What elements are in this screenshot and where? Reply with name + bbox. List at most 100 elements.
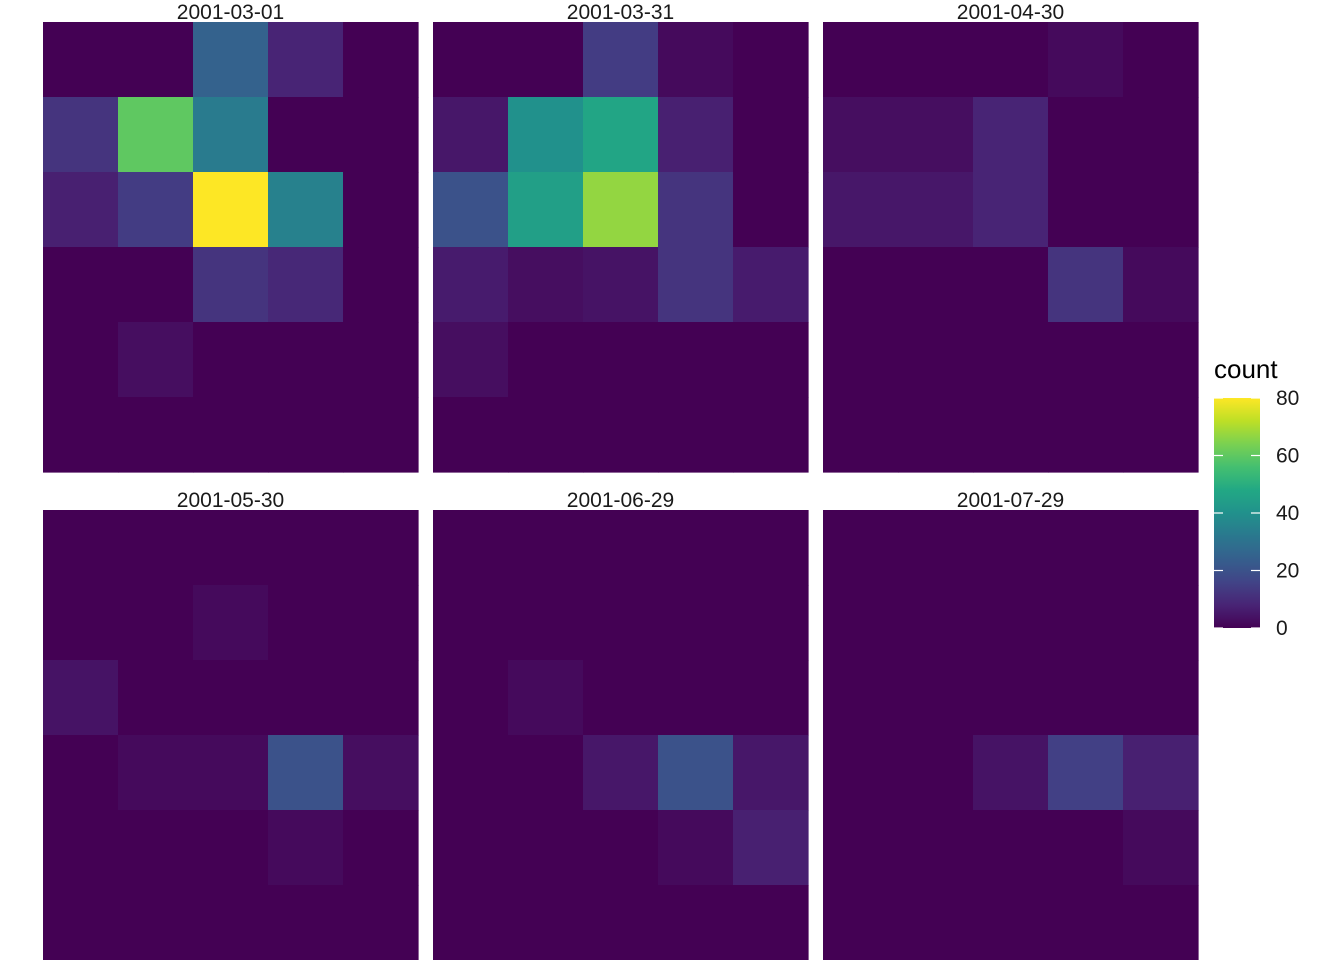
heatmap-cell [583,97,659,173]
heatmap-cell [343,510,419,586]
heatmap-cell [1123,885,1199,960]
heatmap-cell [898,810,974,886]
heatmap-cell [1123,735,1199,811]
heatmap-cell [343,885,419,960]
heatmap-cell [1123,247,1199,323]
heatmap-cell [898,247,974,323]
heatmap-cell [658,585,734,661]
heatmap-cell [898,22,974,98]
heatmap-cell [508,735,584,811]
heatmap-cell [43,735,119,811]
heatmap-cell [898,585,974,661]
heatmap-cell [508,322,584,398]
heatmap-cell [343,247,419,323]
heatmap-cell [118,247,194,323]
heatmap-cell [583,810,659,886]
heatmap-cell [268,22,344,98]
heatmap-cell [583,510,659,586]
heatmap-cell [43,172,119,248]
heatmap-cell [118,735,194,811]
heatmap-cell [1123,810,1199,886]
heatmap-cell [658,97,734,173]
heatmap-cell [433,247,509,323]
heatmap-cell [823,172,899,248]
heatmap-cell [823,660,899,736]
heatmap-cell [583,247,659,323]
heatmap-cell [43,97,119,173]
facet-strip-label: 2001-04-30 [957,1,1064,24]
heatmap-cell [433,585,509,661]
heatmap-cell [1048,97,1124,173]
heatmap-cell [43,660,119,736]
heatmap-cell [583,22,659,98]
heatmap-cell [433,885,509,960]
heatmap-cell [193,397,269,473]
facet-panels: 2001-03-01 2001-03-31 2001-04-30 2001-05-30… [43,1,1199,960]
heatmap-cell [898,397,974,473]
heatmap-cell [973,397,1049,473]
heatmap-cell [733,510,809,586]
heatmap-cell [658,22,734,98]
heatmap-cell [508,660,584,736]
heatmap-cell [823,397,899,473]
heatmap-cell [1123,97,1199,173]
heatmap-cell [1048,247,1124,323]
legend-tick-label: 60 [1276,445,1299,468]
legend-tick-label: 0 [1276,617,1288,640]
heatmap-cell [973,660,1049,736]
heatmap-cell [733,397,809,473]
heatmap-cell [433,735,509,811]
heatmap-cell [193,172,269,248]
heatmap-cell [973,735,1049,811]
heatmap-cell [433,510,509,586]
heatmap-cell [268,97,344,173]
heatmap-cell [823,735,899,811]
heatmap-cell [973,322,1049,398]
legend-ticks: 0 20 40 60 80 [1214,387,1299,640]
facet-strip-label: 2001-06-29 [567,489,674,512]
heatmap-cell [43,22,119,98]
heatmap-cell [268,247,344,323]
facet-panel: 2001-03-31 [433,1,809,473]
heatmap-cell [433,397,509,473]
heatmap-cell [658,397,734,473]
heatmap-cell [118,885,194,960]
heatmap-cell [973,97,1049,173]
heatmap-cell [1048,585,1124,661]
heatmap-cell [823,810,899,886]
heatmap-cell [508,22,584,98]
heatmap-cell [118,397,194,473]
legend-tick-label: 20 [1276,560,1299,583]
facet-strip-label: 2001-03-31 [567,1,674,24]
heatmap-cell [118,810,194,886]
heatmap-cell [898,735,974,811]
heatmap-cell [658,735,734,811]
heatmap-cell [658,172,734,248]
heatmap-cell [658,510,734,586]
heatmap-cell [193,247,269,323]
heatmap-cell [733,97,809,173]
heatmap-cell [1123,585,1199,661]
heatmap-cell [1123,172,1199,248]
heatmap-cell [268,810,344,886]
heatmap-cell [43,510,119,586]
heatmap-cell [658,810,734,886]
heatmap-cell [343,660,419,736]
color-legend: count 0 20 40 60 80 [1214,354,1299,640]
heatmap-cell [433,97,509,173]
heatmap-cell [658,247,734,323]
legend-title: count [1214,354,1278,384]
heatmap-cell [268,885,344,960]
heatmap-cell [508,885,584,960]
heatmap-cell [823,585,899,661]
facet-panel: 2001-06-29 [433,489,809,960]
heatmap-cell [733,660,809,736]
heatmap-cell [268,735,344,811]
heatmap-cell [1123,22,1199,98]
heatmap-cell [343,97,419,173]
heatmap-cell [118,585,194,661]
heatmap-cell [973,510,1049,586]
heatmap-cell [898,172,974,248]
heatmap-cell [733,735,809,811]
